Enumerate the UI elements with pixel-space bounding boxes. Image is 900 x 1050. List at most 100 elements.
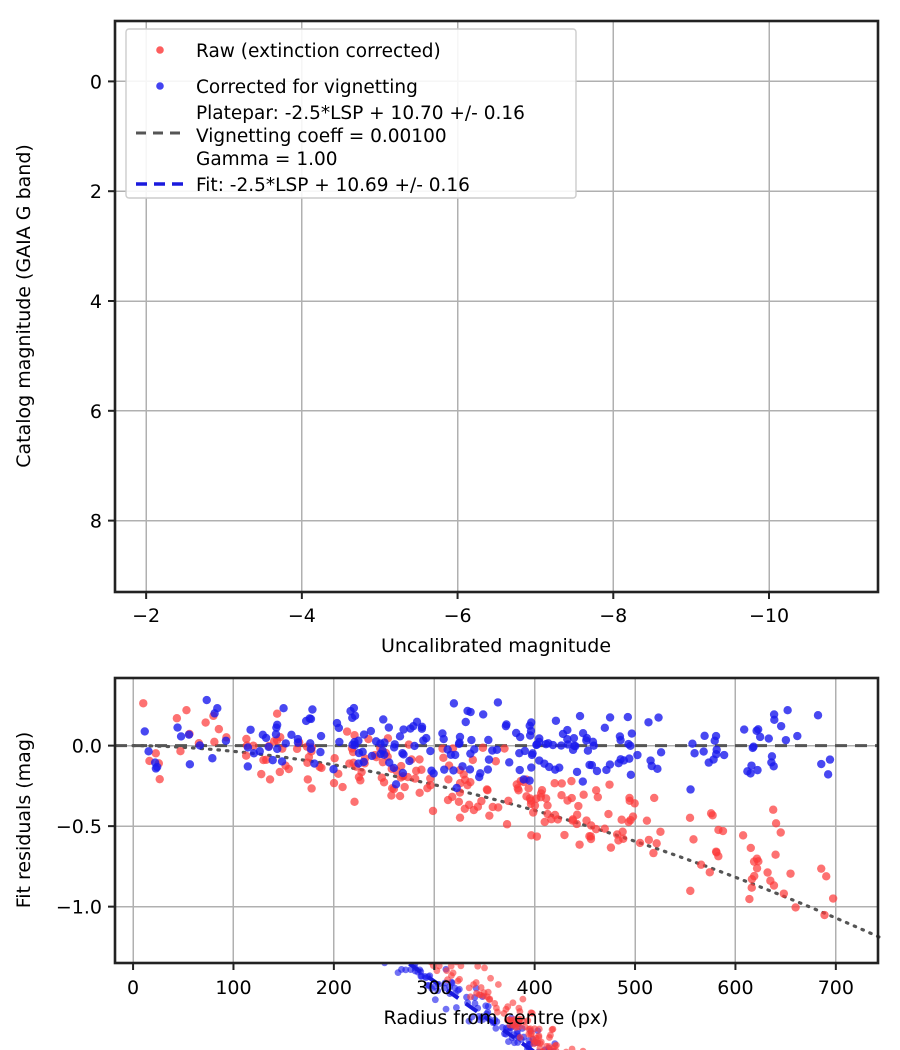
residual-point-corrected [422,733,431,743]
residual-point-corrected [350,711,360,720]
residual-point-corrected [221,736,231,745]
tick-label-y-bottom: −0.5 [56,816,102,838]
residual-point-raw [705,868,714,877]
scatter-point-raw [535,1025,543,1033]
scatter-point-raw [537,1038,545,1046]
axes2-scatter-points [139,695,838,920]
residual-point-raw [504,796,513,806]
residual-point-corrected [405,756,414,766]
residual-point-raw [214,724,224,734]
residual-point-corrected [739,725,749,734]
residual-point-raw [656,827,665,836]
scatter-point-raw [494,981,502,988]
residual-point-corrected [616,735,625,745]
scatter-point-corrected [492,1024,500,1032]
residual-point-corrected [458,762,467,771]
residual-point-corrected [572,767,582,777]
residual-point-corrected [700,731,709,741]
residual-point-corrected [277,757,287,766]
residual-point-raw [776,828,785,837]
residual-point-corrected [769,762,778,771]
residual-point-corrected [389,763,399,773]
residual-point-corrected [690,749,699,758]
residual-point-raw [553,815,563,824]
residual-point-raw [378,757,388,767]
residual-point-corrected [502,720,511,729]
residual-point-raw [500,744,509,753]
tick-label-x-bottom: 200 [316,977,352,999]
residual-point-raw [763,868,772,877]
residual-point-raw [696,860,706,869]
scatter-point-raw [568,1045,576,1050]
residual-point-raw [514,786,523,795]
residual-point-raw [606,843,616,852]
residual-point-corrected [202,695,211,705]
tick-label-y-top: 8 [90,511,102,533]
residual-point-corrected [555,763,564,772]
tick-label-x-bottom: 0 [127,977,139,999]
residual-point-corrected [195,741,205,750]
axes1-frame [113,19,880,594]
tick-label-x-bottom: 100 [215,977,251,999]
residual-point-corrected [571,741,580,751]
residual-point-raw [356,776,365,785]
tick-label-x-bottom: 400 [517,977,553,999]
residual-point-corrected [548,740,558,750]
residual-point-raw [557,779,566,788]
scatter-point-corrected [431,996,439,1004]
residual-point-raw [642,816,652,825]
residual-point-corrected [465,765,475,774]
residual-point-raw [415,755,424,764]
residual-point-raw [686,886,695,896]
tick-label-y-bottom: −1.0 [56,897,102,919]
residual-point-raw [265,775,275,784]
scatter-point-raw [474,962,482,970]
scatter-point-raw [547,1031,554,1039]
residual-point-raw [771,850,780,859]
residual-point-raw [649,848,658,858]
residual-point-corrected [417,722,427,731]
axis-label-y-bottom: Fit residuals (mag) [13,732,35,909]
residual-point-corrected [426,746,435,756]
residual-point-corrected [359,730,369,739]
residual-point-corrected [746,769,755,778]
residual-point-corrected [367,751,377,761]
residual-point-raw [151,749,161,758]
residual-point-raw [575,840,584,849]
residual-point-corrected [366,726,376,736]
residual-point-raw [201,718,210,727]
residual-point-raw [557,790,566,800]
residual-point-corrected [144,747,153,756]
residual-point-corrected [563,725,572,735]
residual-point-raw [241,751,251,760]
residual-point-corrected [334,723,344,733]
residual-point-raw [483,786,492,795]
residual-point-raw [502,820,512,829]
legend-label-vignetting-coeff: Vignetting coeff = 0.00100 [196,126,447,147]
residual-point-raw [630,799,639,808]
residual-point-corrected [484,755,494,764]
residual-point-corrected [712,745,721,754]
residual-point-corrected [399,750,408,759]
residual-point-raw [574,801,583,811]
legend-label-fit: Fit: -2.5*LSP + 10.69 +/- 0.16 [196,175,470,196]
residual-point-corrected [354,736,363,745]
residual-point-raw [689,835,698,844]
residual-point-raw [444,775,453,784]
residual-point-corrected [825,755,835,764]
residual-point-raw [439,753,448,763]
residual-point-corrected [287,730,296,740]
residual-point-raw [572,810,582,819]
axis-label-x-bottom: Radius from centre (px) [384,1007,609,1029]
tick-label-x-bottom: 300 [416,977,452,999]
residual-point-corrected [461,717,470,727]
legend-top-plot[interactable]: Raw (extinction corrected) Corrected for… [125,28,577,199]
residual-point-corrected [476,769,485,778]
residual-point-raw [257,769,266,779]
residual-point-corrected [273,744,282,754]
residual-point-raw [579,790,588,799]
residual-point-raw [586,832,596,841]
residual-point-raw [817,864,826,873]
residual-point-corrected [272,720,282,729]
